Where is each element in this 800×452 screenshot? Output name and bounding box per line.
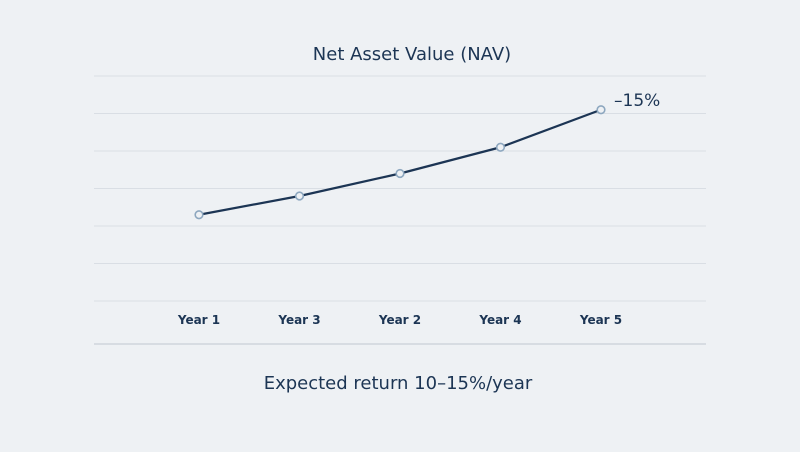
series-line	[197, 108, 603, 216]
expected-return-caption: Expected return 10–15%/year	[264, 373, 533, 394]
x-tick-label: Year 5	[579, 313, 622, 327]
x-tick-label: Year 1	[177, 313, 220, 327]
x-tick-label: Year 4	[478, 313, 521, 327]
x-tick-label: Year 3	[277, 313, 320, 327]
data-point	[294, 191, 305, 201]
x-tick-labels: Year 1 Year 3 Year 2 Year 4 Year 5	[177, 313, 622, 327]
data-point	[395, 168, 405, 179]
series-points	[194, 105, 606, 220]
data-point	[596, 105, 606, 115]
end-annotation: –15%	[614, 91, 660, 111]
gridlines	[94, 75, 706, 302]
data-point	[194, 210, 204, 220]
data-point	[495, 142, 506, 152]
x-tick-label: Year 2	[378, 313, 421, 327]
chart-title: Net Asset Value (NAV)	[313, 44, 511, 65]
